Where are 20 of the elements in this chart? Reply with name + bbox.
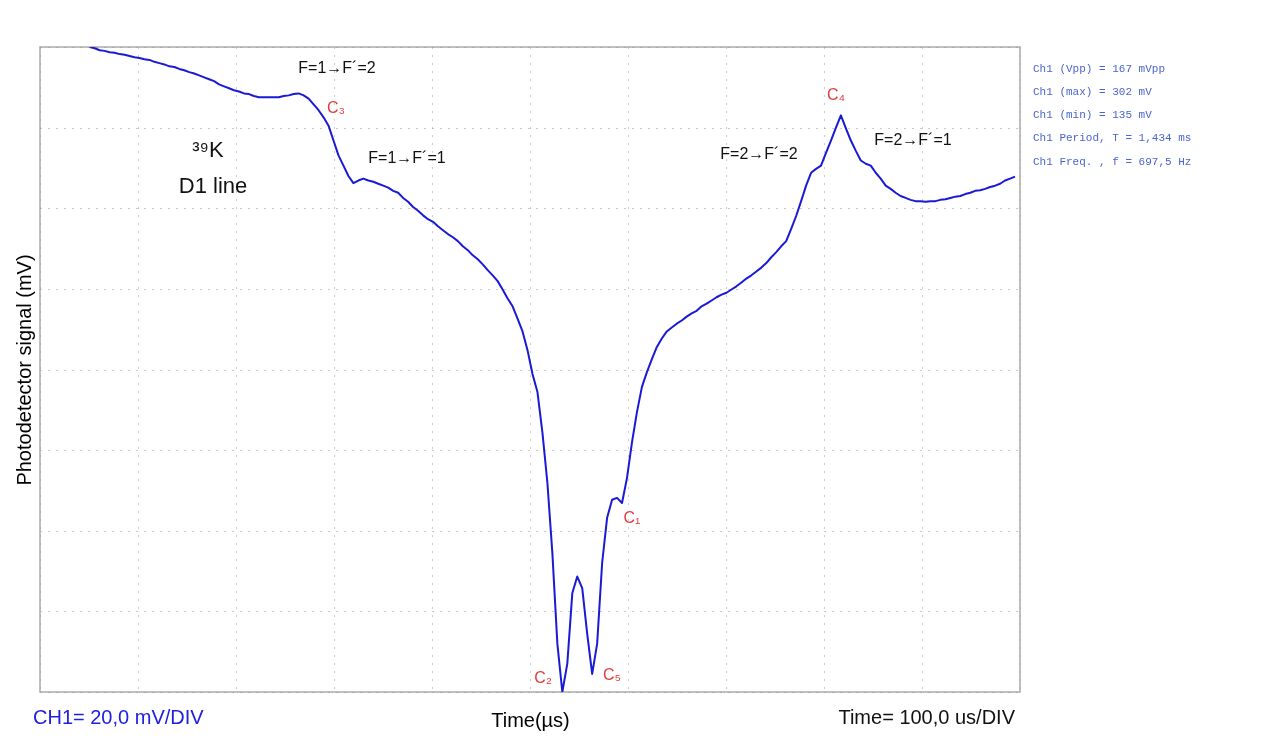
- annotation: F=2→F´=1: [874, 131, 952, 148]
- annotation: C₁: [623, 509, 641, 526]
- text: Ch1 (max) = 302 mV: [1033, 86, 1153, 98]
- y-axis-title: Photodetector signal (mV): [12, 254, 35, 486]
- annotation: C₄: [826, 86, 846, 103]
- text: Ch1 Period, T = 1,434 ms: [1033, 132, 1192, 144]
- text: Ch1 (Vpp) = 167 mVpp: [1033, 63, 1166, 75]
- annotation: D1 line: [178, 173, 248, 198]
- text: Ch1 Freq. , f = 697,5 Hz: [1033, 156, 1192, 168]
- text: Time= 100,0 us/DIV: [838, 706, 1016, 728]
- annotation: C₅: [603, 666, 621, 683]
- annotation: C₂: [534, 669, 552, 686]
- annotation: C₃: [326, 99, 346, 116]
- annotation: F=1→F´=1: [368, 149, 446, 166]
- x-axis-title: Time(µs): [491, 708, 570, 731]
- annotation: F=2→F´=2: [720, 145, 798, 162]
- text: Ch1 (min) = 135 mV: [1033, 109, 1153, 121]
- text: CH1= 20,0 mV/DIV: [33, 706, 205, 728]
- annotation: ³⁹K: [192, 137, 225, 162]
- annotation: F=1→F´=2: [298, 59, 376, 76]
